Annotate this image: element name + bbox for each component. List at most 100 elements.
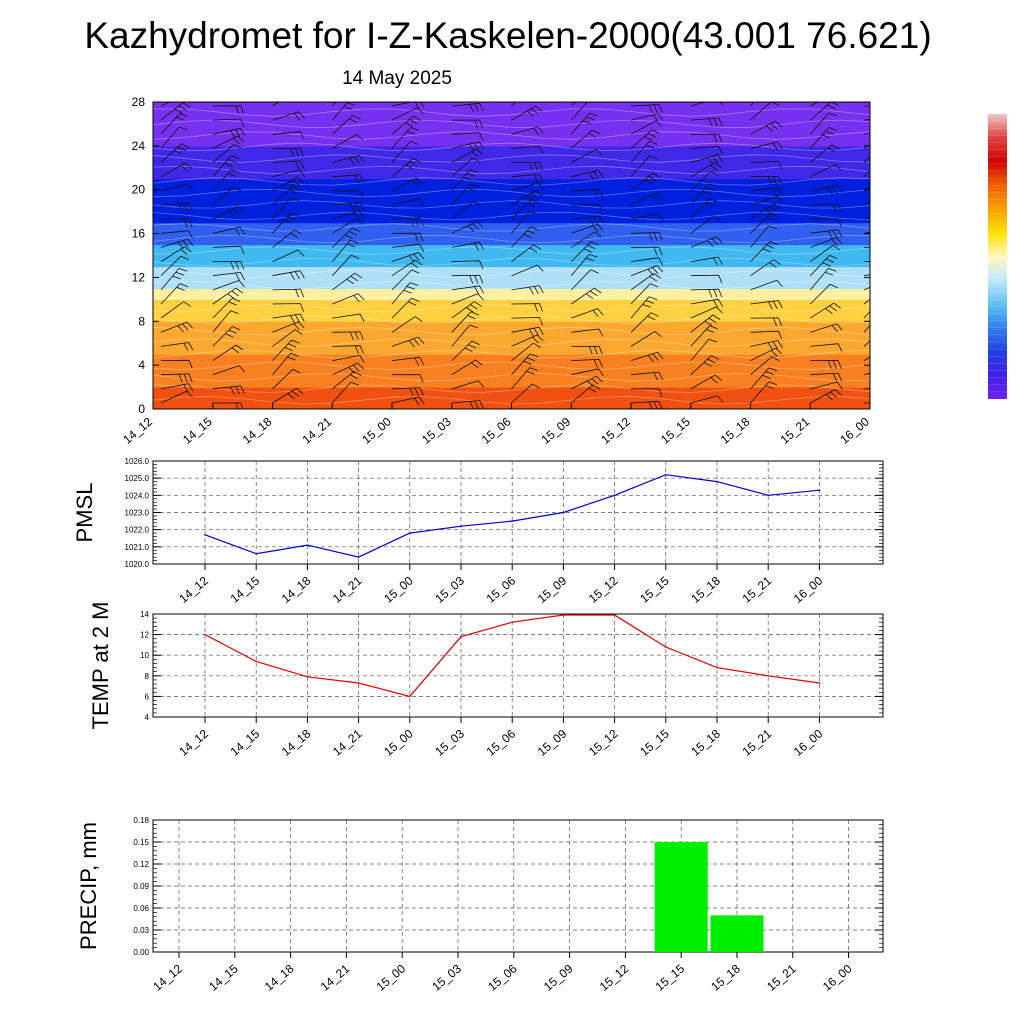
wind-barb	[750, 259, 781, 277]
wind-barb	[332, 381, 360, 404]
wind-barb	[212, 272, 245, 281]
wind-barb	[212, 206, 245, 220]
wind-barb	[160, 321, 194, 333]
wind-barb	[571, 149, 603, 163]
page-title: Kazhydromet for I-Z-Kaskelen-2000(43.001…	[84, 15, 931, 56]
y-tick-label-4: 1024.0	[125, 491, 150, 500]
wind-barb	[750, 279, 783, 291]
y-tick-label-2: 8	[138, 314, 145, 328]
wind-barb	[690, 325, 718, 347]
wind-barb	[212, 261, 245, 270]
precip-bar-9	[654, 842, 708, 952]
wind-barb	[690, 216, 721, 234]
pmsl-point-5	[460, 525, 462, 528]
wind-barb	[160, 373, 193, 383]
y-tick-label-3: 0.09	[133, 882, 149, 891]
contour-line-10	[153, 280, 870, 290]
wind-barb	[690, 145, 723, 155]
wind-barb	[451, 201, 482, 220]
wind-barb	[332, 134, 364, 149]
wind-barb	[750, 176, 782, 185]
wind-barb	[451, 380, 485, 390]
wind-barb	[750, 330, 783, 340]
wind-barb	[272, 388, 304, 404]
wind-barb	[511, 244, 542, 262]
wind-barb	[391, 127, 419, 149]
wind-barb	[571, 287, 602, 305]
wind-barb	[160, 283, 189, 305]
wind-barb	[571, 169, 604, 180]
wind-barb	[690, 162, 722, 178]
field-band-10	[153, 102, 870, 147]
temp-chart: 4 6 8 10 12 14 14_12 14_15 14_18 14_21 15_00 15_03 1…	[88, 602, 884, 759]
wind-barb	[332, 190, 364, 199]
wind-barb	[630, 104, 663, 114]
wind-barb	[571, 215, 604, 225]
wind-barb	[391, 259, 423, 277]
wind-barb	[511, 285, 544, 295]
wind-barb	[331, 239, 359, 262]
wind-barb	[511, 264, 544, 277]
contour-line-11	[153, 269, 870, 278]
x-tick-label-8: 15_12	[597, 961, 632, 993]
wind-barb	[571, 204, 603, 214]
wind-barb	[630, 246, 663, 256]
wind-barb	[212, 135, 245, 149]
wind-barb	[863, 132, 870, 135]
wind-barb	[332, 114, 361, 135]
wind-barb	[690, 306, 723, 319]
y-tick-label-7: 28	[132, 95, 146, 109]
wind-barb	[750, 203, 782, 220]
wind-barb	[160, 246, 192, 262]
wind-barb	[750, 187, 783, 197]
field-band-2	[153, 321, 870, 355]
wind-barb	[863, 356, 870, 361]
wind-barb	[332, 254, 360, 276]
x-tick-label-12: 16_00	[820, 961, 855, 993]
contour-line-12	[153, 257, 870, 267]
wind-barb	[272, 249, 305, 262]
wind-barb	[810, 302, 841, 319]
temp-point-12	[818, 682, 821, 684]
y-tick-label-3: 10	[140, 651, 149, 660]
wind-barb	[810, 381, 843, 390]
wind-barb	[630, 371, 663, 381]
wind-barb	[391, 336, 425, 348]
x-tick-label-10: 15_18	[688, 726, 723, 758]
wind-barb	[160, 268, 188, 291]
wind-barb	[451, 119, 484, 129]
y-tick-label-5: 1025.0	[125, 474, 150, 483]
wind-barbs	[160, 102, 870, 409]
wind-barb	[391, 177, 424, 192]
wind-barb	[810, 323, 843, 333]
wind-barb	[630, 155, 658, 177]
wind-barb	[690, 256, 723, 266]
field-band-6	[153, 244, 870, 268]
wind-barb	[750, 347, 783, 361]
temp-point-0	[204, 633, 206, 636]
wind-barb	[863, 274, 870, 277]
precip-chart: 0.00 0.03 0.06 0.09 0.12 0.15 0.18 14_12 14_15 14…	[76, 816, 884, 994]
wind-barb	[332, 355, 365, 364]
wind-barb	[750, 120, 782, 135]
temp-point-9	[665, 646, 667, 648]
wind-barb	[332, 174, 365, 184]
x-tick-label-2: 14_18	[262, 961, 297, 993]
wind-barb	[160, 383, 194, 393]
wind-barb	[272, 131, 305, 140]
wind-barb	[571, 231, 602, 248]
wind-barb	[160, 342, 194, 351]
y-tick-label-5: 20	[132, 183, 146, 197]
y-tick-label-0: 1020.0	[125, 560, 150, 569]
contour-line-4	[153, 349, 870, 359]
wind-barb	[391, 141, 419, 163]
wind-barb	[690, 183, 718, 206]
wind-barb	[630, 331, 662, 347]
x-tick-label-3: 14_21	[318, 961, 353, 993]
wind-barb	[571, 308, 604, 319]
wind-barb	[630, 129, 660, 149]
temp-point-4	[409, 695, 411, 698]
x-tick-label-6: 15_06	[484, 573, 519, 605]
wind-barb	[810, 283, 839, 305]
